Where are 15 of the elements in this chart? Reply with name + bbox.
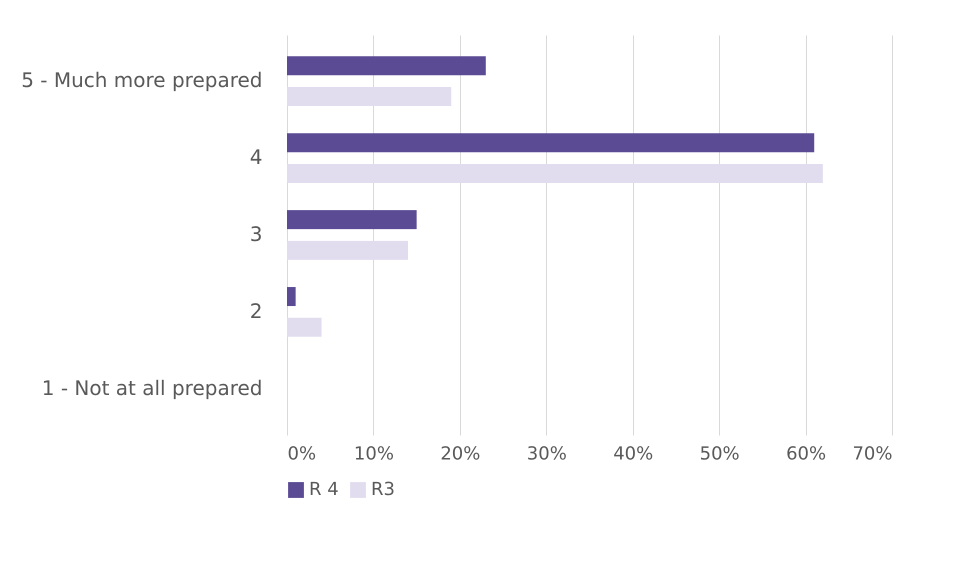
legend-label: R 4 [309, 479, 339, 500]
x-tick-label: 30% [526, 444, 567, 464]
x-tick-label: 40% [613, 444, 654, 464]
y-tick-label: 5 - Much more prepared [21, 68, 262, 92]
x-tick-label: 10% [354, 444, 394, 464]
y-tick-label: 1 - Not at all prepared [42, 376, 262, 400]
y-tick-label: 2 [250, 298, 262, 323]
x-tick-label: 50% [700, 444, 740, 464]
x-tick-label: 60% [786, 444, 826, 464]
x-tick-label: 70% [852, 444, 892, 464]
y-tick-label: 4 [250, 145, 262, 170]
y-tick-label: 3 [250, 222, 262, 246]
x-tick-label: 20% [440, 444, 480, 464]
x-tick-label: 0% [288, 444, 316, 464]
legend-label: R3 [371, 479, 395, 500]
